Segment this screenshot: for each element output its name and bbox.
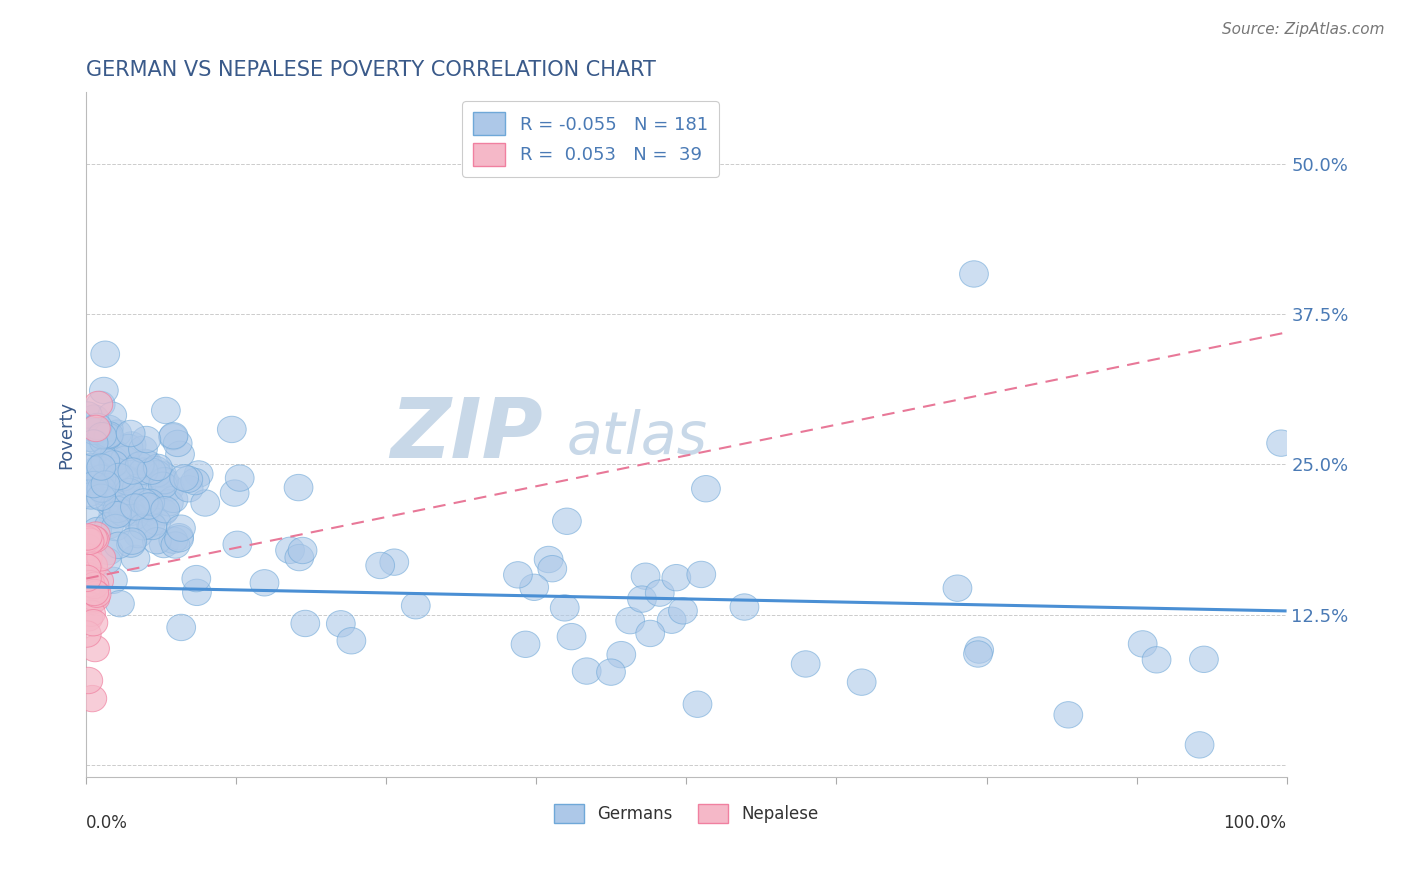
Text: ZIP: ZIP xyxy=(389,394,543,475)
Text: GERMAN VS NEPALESE POVERTY CORRELATION CHART: GERMAN VS NEPALESE POVERTY CORRELATION C… xyxy=(86,60,657,79)
Text: 0.0%: 0.0% xyxy=(86,814,128,832)
Legend: Germans, Nepalese: Germans, Nepalese xyxy=(547,797,825,830)
Text: 100.0%: 100.0% xyxy=(1223,814,1286,832)
Text: Source: ZipAtlas.com: Source: ZipAtlas.com xyxy=(1222,22,1385,37)
Y-axis label: Poverty: Poverty xyxy=(58,401,75,468)
Text: atlas: atlas xyxy=(567,409,707,467)
